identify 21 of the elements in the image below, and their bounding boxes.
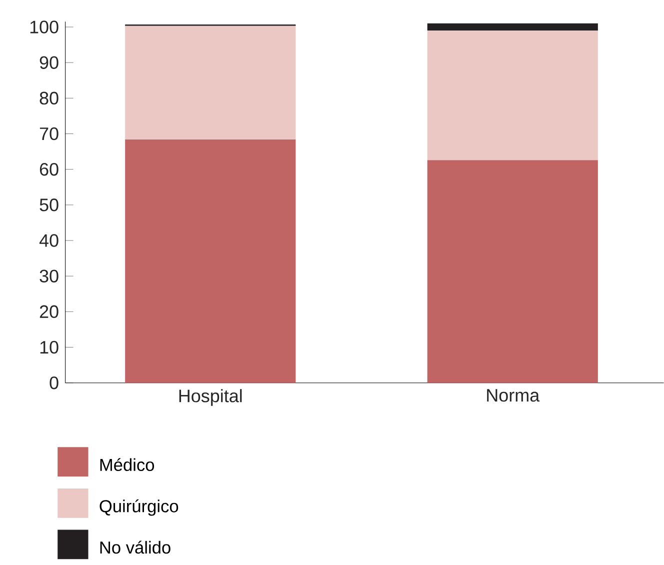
y-tick-label: 100 <box>30 20 58 34</box>
y-tick-label: 70 <box>40 127 58 140</box>
bar <box>427 24 598 31</box>
y-tick-label: 30 <box>40 270 58 283</box>
legend-label: Médico <box>100 458 154 472</box>
legend-label: No válido <box>100 540 170 554</box>
bar <box>125 26 296 140</box>
y-tick-label: 40 <box>39 234 58 247</box>
bar <box>125 140 296 383</box>
y-tick-label: 90 <box>40 56 58 70</box>
y-tick-label: 50 <box>40 198 58 212</box>
y-tick-label: 80 <box>40 92 58 105</box>
y-tick-label: 60 <box>40 163 58 176</box>
bar <box>427 160 598 383</box>
y-tick-label: 20 <box>40 305 58 318</box>
bar <box>427 30 598 160</box>
y-tick-label: 10 <box>40 341 58 354</box>
y-tick-label: 0 <box>50 376 58 390</box>
legend-label: Quirúrgico <box>100 500 178 516</box>
x-tick-label: Norma <box>487 389 540 402</box>
x-tick-label: Hospital <box>179 389 242 406</box>
